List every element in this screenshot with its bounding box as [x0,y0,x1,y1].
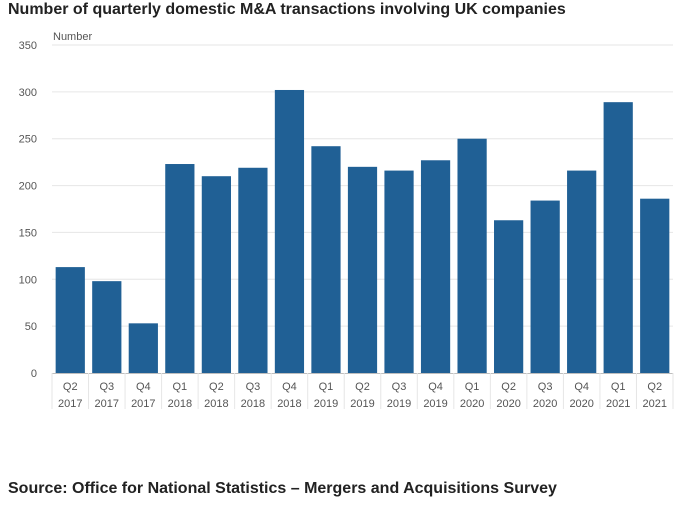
x-tick-label-year: 2019 [423,398,447,410]
bar [420,160,451,373]
x-tick-label-year: 2018 [277,398,301,410]
bar [457,138,487,373]
x-tick-label-quarter: Q3 [246,381,261,393]
x-tick-label-year: 2020 [533,398,557,410]
bar [530,200,560,373]
bar-chart: 0 50 100 150 200 250 300 350 Number Q2 2017 Q3 201… [19,31,674,410]
chart-title: Number of quarterly domestic M&A transac… [8,1,566,18]
bar [165,164,195,373]
x-tick-label-quarter: Q4 [428,381,443,393]
x-tick-label-year: 2020 [569,398,593,410]
x-tick-label-year: 2017 [131,398,155,410]
x-tick-label-quarter: Q2 [355,381,370,393]
y-tick-label: 200 [19,181,37,193]
y-axis-ticks: 0 50 100 150 200 250 300 350 [19,40,37,380]
bar [201,176,231,373]
x-tick-label-quarter: Q1 [465,381,480,393]
x-tick-label-year: 2018 [204,398,228,410]
bar [274,89,305,373]
bar [347,166,378,373]
x-tick-label-quarter: Q2 [501,381,516,393]
x-tick-label-year: 2019 [350,398,374,410]
x-tick-label-year: 2019 [387,398,411,410]
bar [92,281,122,373]
bar [311,146,341,373]
bar [494,220,524,373]
x-tick-label-quarter: Q1 [173,381,188,393]
x-tick-label-quarter: Q1 [319,381,334,393]
x-tick-label-quarter: Q2 [209,381,224,393]
x-tick-label-quarter: Q4 [574,381,589,393]
x-tick-label-quarter: Q3 [538,381,553,393]
x-tick-label-quarter: Q1 [611,381,626,393]
x-tick-label-year: 2017 [58,398,82,410]
y-tick-label: 150 [19,227,37,239]
x-tick-label-year: 2017 [95,398,119,410]
source-note: Source: Office for National Statistics –… [8,480,557,497]
bar [603,102,633,374]
x-tick-label-year: 2018 [168,398,192,410]
y-axis-unit-label: Number [53,31,92,43]
x-tick-label-year: 2018 [241,398,265,410]
bars [55,89,670,374]
y-tick-label: 100 [19,274,37,286]
x-axis: Q2 2017 Q3 2017 Q4 2017 Q1 2018 Q2 2018 Q3 2018 Q4 20… [51,373,674,410]
x-tick-label-quarter: Q4 [282,381,297,393]
bar [238,167,268,373]
x-tick-label-year: 2020 [460,398,484,410]
x-tick-label-quarter: Q2 [63,381,78,393]
x-tick-label-quarter: Q4 [136,381,151,393]
bar [128,323,158,373]
x-tick-label-quarter: Q3 [392,381,407,393]
y-tick-label: 50 [25,321,37,333]
x-tick-label-year: 2021 [642,398,666,410]
bar [55,267,85,373]
x-tick-label-quarter: Q3 [99,381,114,393]
x-tick-label-year: 2020 [496,398,520,410]
y-tick-label: 350 [19,40,37,52]
x-tick-label-year: 2021 [606,398,630,410]
bar [640,198,670,373]
bar [567,170,597,373]
y-tick-label: 250 [19,134,37,146]
x-tick-label-year: 2019 [314,398,338,410]
y-tick-label: 300 [19,87,37,99]
bar [384,170,414,373]
x-tick-label-quarter: Q2 [647,381,662,393]
y-tick-label: 0 [31,368,37,380]
